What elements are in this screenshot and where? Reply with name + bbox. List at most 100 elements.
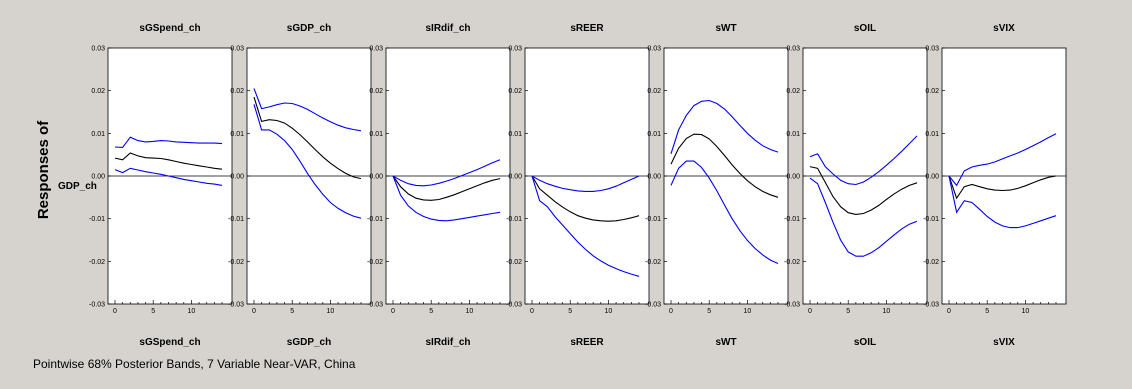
series-upper-line (531, 175, 640, 192)
panel-title: sGDP_ch (287, 23, 331, 34)
y-tick-label: -0.01 (228, 216, 244, 223)
x-tick-label: 0 (252, 308, 256, 315)
y-tick-label: 0.02 (508, 88, 522, 95)
series-median-line (670, 133, 779, 198)
series-median-line (531, 175, 640, 222)
x-tick-label: 0 (947, 308, 951, 315)
x-tick-label: 5 (151, 308, 155, 315)
series-lower-line (531, 175, 640, 277)
series-lower-line (114, 167, 223, 186)
x-tick-label: 10 (188, 308, 196, 315)
panel-sgdp-ch: sGDP_ch sGDP_ch 0.03 0.02 0.01 0.00 -0.01 -0.02… (228, 23, 372, 348)
panel-sgspend-ch: sGSpend_ch sGSpend_ch 0.03 0.02 0.01 0.00 -0.0… (89, 23, 233, 348)
y-tick-label: -0.03 (367, 302, 383, 309)
series-lower-line (948, 175, 1057, 229)
panel-title: sWT (715, 23, 736, 34)
y-tick-label: -0.03 (784, 302, 800, 309)
y-tick-label: 0.00 (647, 174, 661, 181)
x-tick-label: 10 (1022, 308, 1030, 315)
x-tick-label: 5 (985, 308, 989, 315)
series-lower-line (809, 177, 918, 257)
y-tick-label: 0.01 (508, 131, 522, 138)
y-tick-label: -0.02 (923, 259, 939, 266)
panel-bottom-title: sOIL (854, 337, 876, 348)
y-tick-label: 0.00 (508, 174, 522, 181)
y-tick-label: 0.01 (786, 131, 800, 138)
y-tick-label: -0.03 (228, 302, 244, 309)
y-tick-label: -0.01 (506, 216, 522, 223)
y-tick-label: -0.02 (367, 259, 383, 266)
panel-title: sIRdif_ch (425, 23, 470, 34)
y-tick-label: -0.01 (784, 216, 800, 223)
panel-title: sVIX (993, 23, 1015, 34)
y-tick-label: 0.00 (786, 174, 800, 181)
panel-svix: sVIX sVIX 0.03 0.02 0.01 0.00 -0.01 -0.02 -0.03 0… (923, 23, 1067, 348)
y-tick-label: 0.02 (369, 88, 383, 95)
x-tick-label: 0 (391, 308, 395, 315)
panel-bottom-title: sVIX (993, 337, 1015, 348)
x-tick-label: 0 (808, 308, 812, 315)
series-median-line (392, 175, 501, 201)
y-tick-label: 0.00 (369, 174, 383, 181)
y-tick-label: 0.00 (230, 174, 244, 181)
y-tick-label: 0.03 (369, 46, 383, 53)
series-lower-line (392, 175, 501, 222)
y-tick-label: 0.03 (647, 46, 661, 53)
y-tick-label: 0.01 (925, 131, 939, 138)
panel-soil: sOIL sOIL 0.03 0.02 0.01 0.00 -0.01 -0.02 -0.03 0… (784, 23, 928, 348)
y-tick-label: -0.02 (784, 259, 800, 266)
x-tick-label: 5 (846, 308, 850, 315)
y-tick-label: -0.02 (89, 259, 105, 266)
panel-title: sGSpend_ch (139, 23, 200, 34)
y-tick-label: -0.01 (367, 216, 383, 223)
series-median-line (948, 175, 1057, 200)
y-tick-label: 0.00 (91, 174, 105, 181)
series-upper-line (809, 135, 918, 186)
series-upper-line (253, 88, 362, 132)
series-median-line (114, 152, 223, 170)
y-tick-label: 0.01 (647, 131, 661, 138)
x-tick-label: 5 (290, 308, 294, 315)
panel-bottom-title: sGSpend_ch (139, 337, 200, 348)
y-tick-label: 0.03 (230, 46, 244, 53)
panel-bottom-title: sWT (715, 337, 736, 348)
y-tick-label: 0.01 (230, 131, 244, 138)
panel-bottom-title: sREER (570, 337, 604, 348)
row-label: GDP_ch (58, 181, 97, 192)
side-label: Responses of (35, 120, 52, 219)
y-tick-label: -0.03 (89, 302, 105, 309)
x-tick-label: 5 (429, 308, 433, 315)
x-tick-label: 10 (883, 308, 891, 315)
y-tick-label: 0.03 (91, 46, 105, 53)
series-lower-line (253, 104, 362, 219)
panel-sirdif-ch: sIRdif_ch sIRdif_ch 0.03 0.02 0.01 0.00 -0.01 -… (367, 23, 511, 348)
y-tick-label: 0.03 (786, 46, 800, 53)
y-tick-label: 0.02 (786, 88, 800, 95)
series-upper-line (114, 136, 223, 148)
series-upper-line (392, 159, 501, 187)
x-tick-label: 10 (744, 308, 752, 315)
y-tick-label: 0.03 (508, 46, 522, 53)
x-tick-label: 10 (466, 308, 474, 315)
series-upper-line (670, 99, 779, 154)
x-tick-label: 0 (113, 308, 117, 315)
y-tick-label: 0.02 (647, 88, 661, 95)
y-tick-label: -0.03 (923, 302, 939, 309)
y-tick-label: -0.02 (645, 259, 661, 266)
panel-bottom-title: sGDP_ch (287, 337, 331, 348)
panel-title: sOIL (854, 23, 876, 34)
y-tick-label: -0.02 (228, 259, 244, 266)
panel-bottom-title: sIRdif_ch (425, 337, 470, 348)
series-lower-line (670, 160, 779, 265)
x-tick-label: 10 (327, 308, 335, 315)
y-tick-label: -0.02 (506, 259, 522, 266)
y-tick-label: 0.03 (925, 46, 939, 53)
footer-note: Pointwise 68% Posterior Bands, 7 Variabl… (33, 357, 356, 371)
y-tick-label: 0.02 (230, 88, 244, 95)
x-tick-label: 0 (669, 308, 673, 315)
panels-group: sGSpend_ch sGSpend_ch 0.03 0.02 0.01 0.00 -0.0… (89, 23, 1067, 348)
y-tick-label: -0.03 (645, 302, 661, 309)
y-tick-label: 0.01 (369, 131, 383, 138)
series-median-line (253, 96, 362, 180)
series-median-line (809, 166, 918, 215)
